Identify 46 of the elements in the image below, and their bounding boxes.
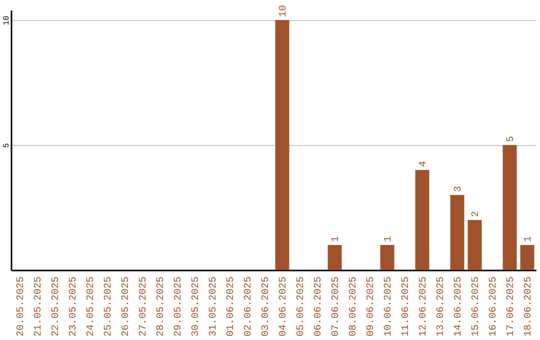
x-tick-label: 09.06.2025	[366, 276, 377, 337]
x-tick-label: 20.05.2025	[16, 276, 27, 337]
x-tick-label: 24.05.2025	[86, 276, 97, 337]
bar	[520, 245, 534, 270]
x-tick-label: 23.05.2025	[68, 276, 80, 337]
bar	[450, 195, 464, 270]
data-label: 5	[506, 136, 517, 142]
x-tick-label: 15.06.2025	[470, 276, 482, 337]
x-tick-label: 26.05.2025	[120, 276, 132, 337]
x-tick-label: 22.05.2025	[50, 276, 62, 337]
data-label: 4	[418, 160, 430, 167]
x-tick-label: 07.06.2025	[330, 276, 342, 337]
x-tick-label: 03.06.2025	[260, 276, 272, 337]
x-tick-label: 12.06.2025	[418, 276, 430, 337]
data-label: 2	[470, 210, 482, 217]
data-label: 1	[330, 236, 342, 242]
x-tick-label: 08.06.2025	[348, 276, 360, 337]
x-tick-label: 01.06.2025	[226, 276, 237, 337]
x-tick-label: 16.06.2025	[488, 276, 500, 337]
bar	[468, 220, 482, 270]
x-tick-label: 02.06.2025	[243, 276, 254, 337]
x-tick-label: 04.06.2025	[278, 276, 290, 337]
bar	[328, 245, 342, 270]
x-tick-label: 14.06.2025	[453, 276, 464, 337]
x-tick-label: 13.06.2025	[436, 276, 447, 337]
data-label: 1	[383, 236, 394, 242]
x-tick-label: 11.06.2025	[400, 276, 412, 337]
x-tick-label: 30.05.2025	[190, 276, 202, 337]
data-label: 10	[278, 4, 290, 17]
bar	[380, 245, 394, 270]
x-tick-label: 18.06.2025	[523, 276, 534, 337]
x-tick-label: 21.05.2025	[33, 276, 44, 337]
x-tick-label: 06.06.2025	[313, 276, 324, 337]
bar	[415, 170, 430, 270]
x-tick-label: 29.05.2025	[173, 276, 184, 337]
x-tick-label: 25.05.2025	[103, 276, 114, 337]
data-label: 1	[523, 236, 534, 242]
x-tick-label: 17.06.2025	[506, 276, 517, 337]
x-tick-label: 31.05.2025	[208, 276, 220, 337]
x-tick-label: 10.06.2025	[383, 276, 394, 337]
data-label: 3	[453, 186, 464, 192]
bar	[275, 20, 290, 270]
x-tick-label: 27.05.2025	[138, 276, 150, 337]
bar	[502, 145, 517, 270]
x-tick-label: 05.06.2025	[296, 276, 307, 337]
x-tick-label: 28.05.2025	[156, 276, 167, 337]
